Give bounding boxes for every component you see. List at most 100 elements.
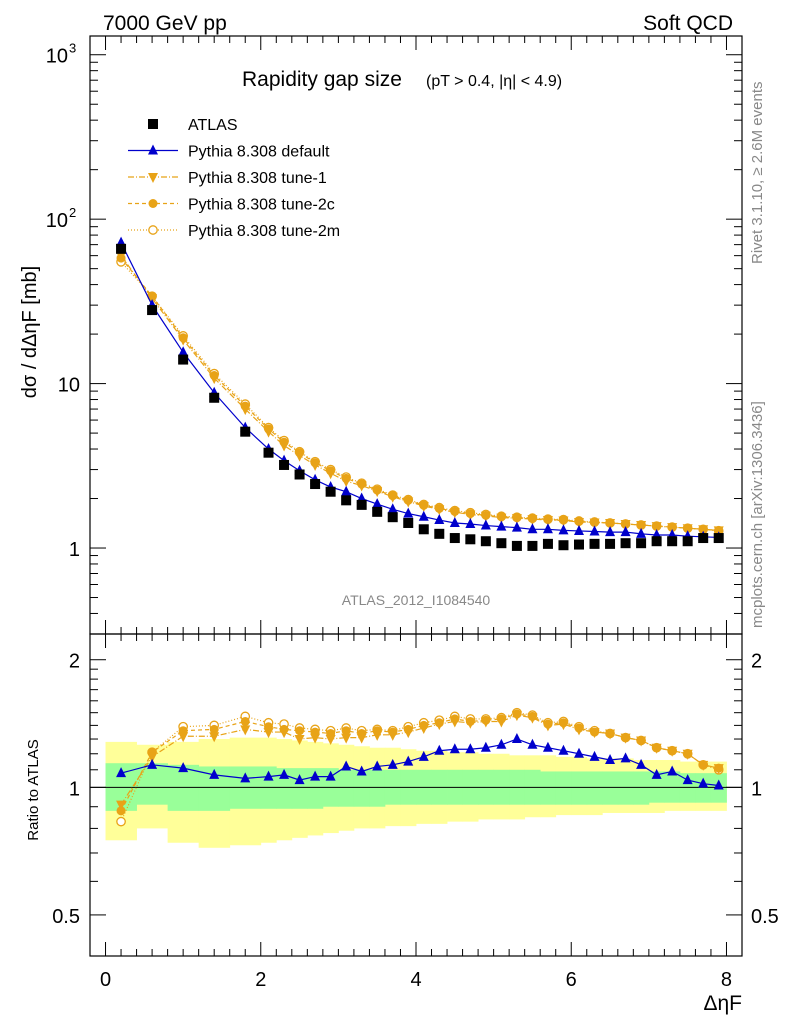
data-point-0 xyxy=(698,533,709,544)
header-left: 7000 GeV pp xyxy=(103,12,227,35)
data-point-2 xyxy=(605,518,616,529)
mcplots-label: mcplots.cern.ch [arXiv:1306.3436] xyxy=(749,401,766,628)
ratio-band-inner xyxy=(571,771,588,805)
ratio-point-1 xyxy=(465,718,476,729)
legend-entry-0: ATLAS xyxy=(188,117,238,134)
ratio-point-1 xyxy=(713,764,724,775)
data-point-2 xyxy=(480,511,491,522)
ratio-point-2 xyxy=(209,724,219,734)
data-point-0 xyxy=(147,305,158,316)
x-tick-label: 4 xyxy=(410,969,421,991)
ratio-plot: 0 2 4 6 8 0.5 0.5 1 1 2 2 xyxy=(52,633,779,991)
y-tick-label-exponent: 3 xyxy=(69,41,76,56)
y-tick-label-exponent: 2 xyxy=(69,205,76,220)
data-point-0 xyxy=(682,536,693,547)
ratio-point-3 xyxy=(116,816,126,827)
data-point-1 xyxy=(496,520,507,531)
ratio-band-inner xyxy=(617,771,634,805)
data-point-2 xyxy=(589,518,600,529)
data-point-2 xyxy=(310,460,321,471)
ratio-point-0 xyxy=(527,738,538,749)
ratio-point-1 xyxy=(310,733,321,744)
ratio-point-0 xyxy=(480,741,491,752)
data-point-0 xyxy=(713,533,724,544)
ratio-point-0 xyxy=(240,772,251,783)
legend-entry-2: Pythia 8.308 tune-1 xyxy=(188,170,327,187)
ratio-point-0 xyxy=(279,768,290,779)
data-point-1 xyxy=(403,507,414,518)
data-point-0 xyxy=(356,499,367,510)
ratio-point-1 xyxy=(651,743,662,754)
ratio-point-1 xyxy=(480,717,491,728)
ratio-point-0 xyxy=(698,777,709,788)
ratio-point-1 xyxy=(279,728,290,739)
series-line-3 xyxy=(120,257,719,531)
ratio-point-2 xyxy=(295,726,305,736)
ratio-point-0 xyxy=(341,760,352,771)
ratio-point-0 xyxy=(496,738,507,749)
ratio-y-tick-label: 1 xyxy=(69,778,80,800)
ratio-point-1 xyxy=(449,717,460,728)
ratio-band-inner xyxy=(555,771,572,805)
ratio-point-1 xyxy=(403,728,414,739)
data-point-2 xyxy=(465,510,476,521)
data-point-0 xyxy=(294,469,305,480)
data-point-0 xyxy=(480,536,491,547)
data-point-0 xyxy=(605,538,616,549)
ratio-point-0 xyxy=(589,750,600,761)
ratio-point-1 xyxy=(341,733,352,744)
x-tick-label: 8 xyxy=(721,969,732,991)
ratio-point-1 xyxy=(356,733,367,744)
legend-marker-4 xyxy=(148,225,158,235)
data-point-0 xyxy=(116,243,127,254)
ratio-point-0 xyxy=(682,774,693,785)
data-point-1 xyxy=(605,526,616,537)
ratio-band-inner xyxy=(540,771,557,805)
ratio-point-1 xyxy=(434,720,445,731)
xlabel: ΔηF xyxy=(703,992,742,1015)
data-point-0 xyxy=(209,392,220,403)
legend-entry-1: Pythia 8.308 default xyxy=(188,144,330,161)
ratio-point-0 xyxy=(542,741,553,752)
data-point-2 xyxy=(527,515,538,526)
data-point-0 xyxy=(263,447,274,458)
data-point-2 xyxy=(682,524,693,535)
ratio-point-0 xyxy=(605,754,616,765)
ratio-point-2 xyxy=(341,726,351,736)
data-point-2 xyxy=(434,505,445,516)
ratio-point-1 xyxy=(116,800,127,811)
data-point-2 xyxy=(240,405,251,416)
main-ylabel: dσ / dΔηF [mb] xyxy=(19,266,41,398)
data-point-0 xyxy=(403,517,414,528)
ratio-y-tick-label-right: 1 xyxy=(751,778,762,800)
data-point-2 xyxy=(651,522,662,533)
ratio-point-1 xyxy=(605,729,616,740)
legend-entry-3: Pythia 8.308 tune-2c xyxy=(188,197,335,214)
x-tick-label: 0 xyxy=(100,969,111,991)
ratio-y-tick-label-right: 0.5 xyxy=(751,906,779,928)
data-point-2 xyxy=(178,335,189,346)
y-tick-label: 10 xyxy=(58,375,80,397)
chart-title: Rapidity gap size xyxy=(242,68,402,91)
legend: ATLAS Pythia 8.308 default Pythia 8.308 tu… xyxy=(128,117,340,240)
ratio-point-1 xyxy=(387,730,398,741)
data-point-2 xyxy=(372,487,383,498)
ratio-point-0 xyxy=(116,767,127,778)
ratio-point-0 xyxy=(574,747,584,758)
data-point-2 xyxy=(698,525,709,536)
ratio-point-1 xyxy=(527,713,538,724)
ratio-point-0 xyxy=(465,743,476,754)
ratio-point-0 xyxy=(372,760,383,771)
data-point-0 xyxy=(558,540,569,551)
ratio-band-inner xyxy=(353,769,370,807)
data-point-1 xyxy=(636,527,647,538)
ratio-point-0 xyxy=(263,770,274,781)
data-point-0 xyxy=(636,538,647,549)
data-point-2 xyxy=(511,514,522,525)
ratio-point-0 xyxy=(651,768,662,779)
data-point-2 xyxy=(667,523,678,534)
data-point-2 xyxy=(558,516,569,527)
ratio-band-inner xyxy=(695,773,712,803)
data-point-2 xyxy=(209,374,220,385)
ratio-point-0 xyxy=(511,733,522,744)
